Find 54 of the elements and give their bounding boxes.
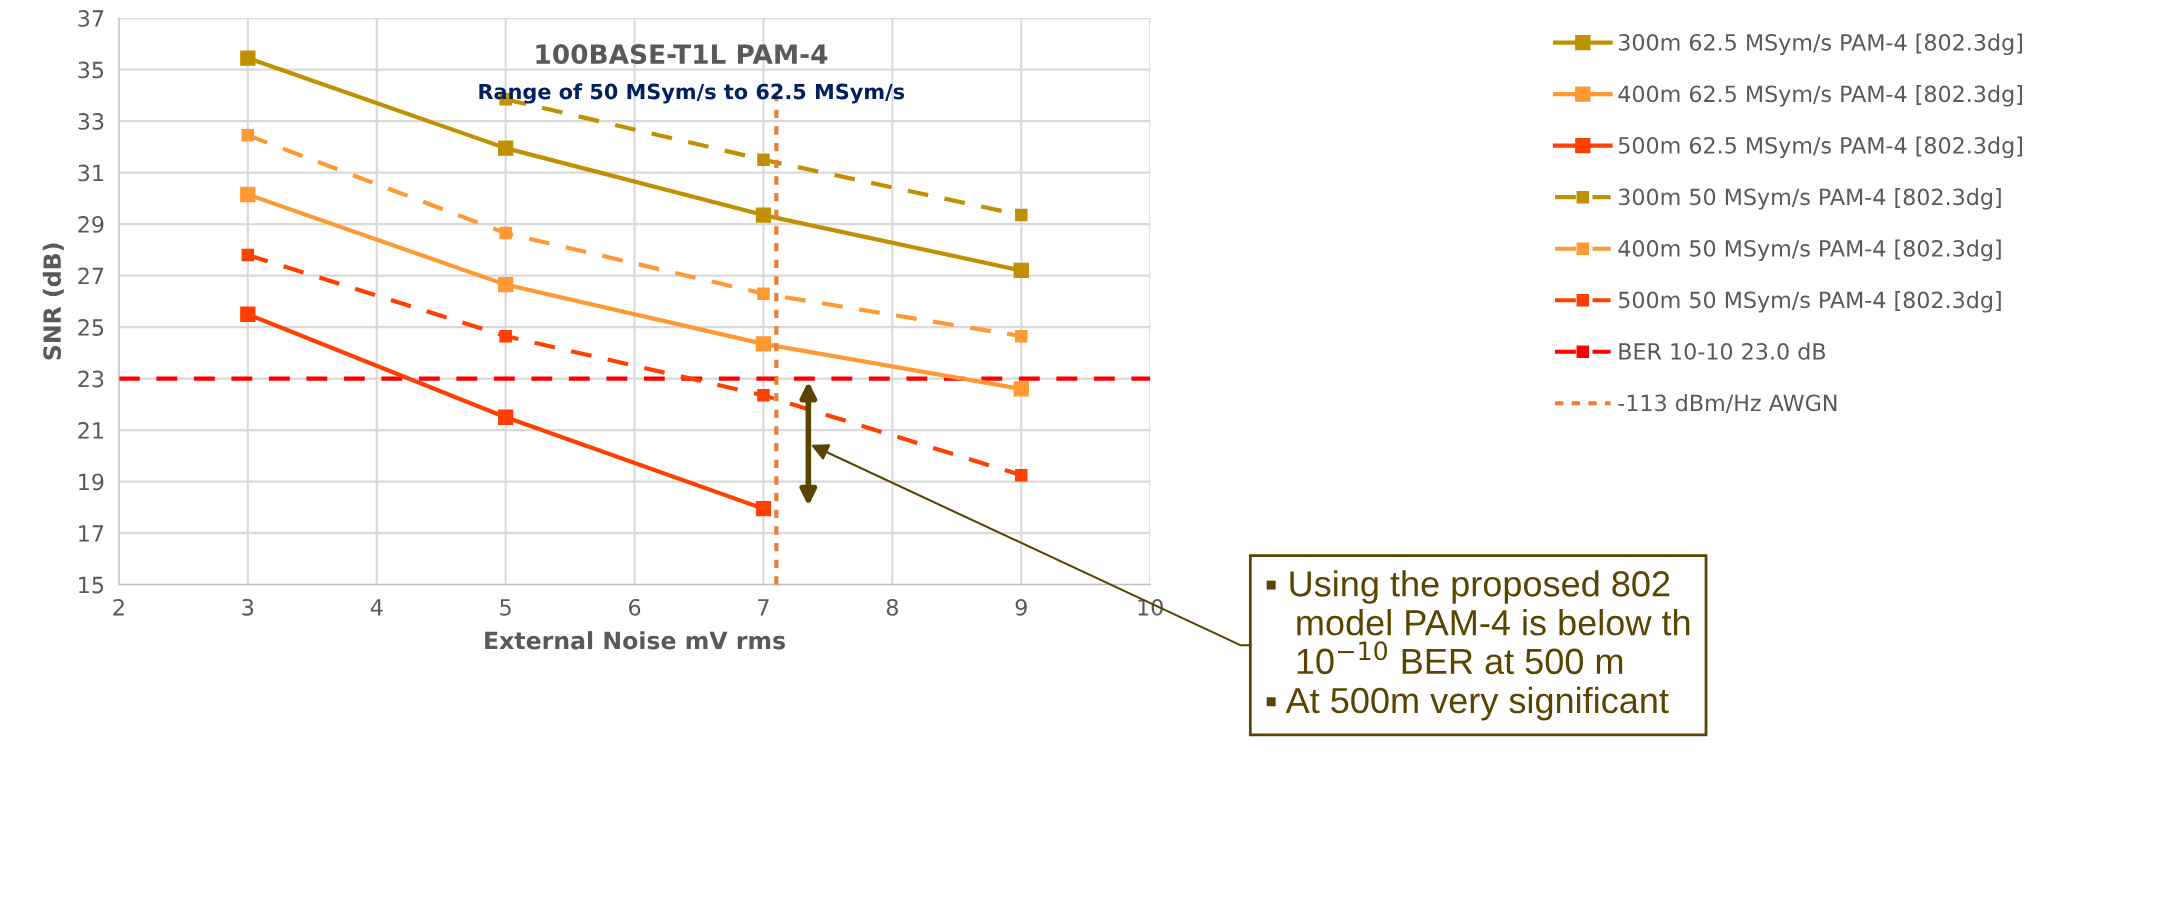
point xyxy=(240,306,256,322)
y-tick-label: 17 xyxy=(79,525,104,542)
point xyxy=(1013,381,1029,397)
point xyxy=(1015,468,1028,482)
point xyxy=(757,287,770,300)
y-axis-title: SNR (dB) xyxy=(42,243,64,360)
point xyxy=(757,389,770,402)
legend-label: 300m 62.5 MSym/s PAM-4 [802.3dg] xyxy=(1618,33,2022,56)
point xyxy=(497,276,514,293)
point xyxy=(1015,329,1028,343)
point xyxy=(240,50,256,66)
point xyxy=(757,153,770,166)
point xyxy=(497,409,514,425)
y-tick-label: 31 xyxy=(78,164,103,182)
point xyxy=(755,501,772,517)
legend-label: BER 10-10 23.0 dB xyxy=(1619,342,1825,360)
legend-label: 500m 50 MSym/s PAM-4 [802.3dg] xyxy=(1618,291,2001,313)
legend-label: 400m 50 MSym/s PAM-4 [802.3dg] xyxy=(1618,239,2001,262)
y-tick-label: 25 xyxy=(78,319,104,336)
point xyxy=(241,129,255,142)
y-tick-label: 33 xyxy=(78,113,104,130)
y-tick-label: 29 xyxy=(78,216,104,233)
x-tick-label: 7 xyxy=(758,599,769,616)
x-tick-label: 9 xyxy=(1015,598,1027,616)
text: 100BASE-T1L PAM-4 xyxy=(536,44,828,65)
legend-label: -113 dBm/Hz AWGN xyxy=(1618,394,1837,414)
legend-label: 500m 62.5 MSym/s PAM-4 [802.3dg] xyxy=(1618,136,2022,159)
point xyxy=(1013,262,1029,279)
legend-label: 400m 62.5 MSym/s PAM-4 [802.3dg] xyxy=(1618,85,2022,107)
y-tick-label: 15 xyxy=(79,576,104,594)
point xyxy=(499,329,512,343)
y-tick-label: 19 xyxy=(79,473,104,491)
x-tick-label: 2 xyxy=(113,598,124,616)
x-tick-label: 5 xyxy=(500,599,511,616)
legend-label: 300m 50 MSym/s PAM-4 [802.3dg] xyxy=(1618,188,2001,210)
x-tick-label: 4 xyxy=(370,599,383,616)
point xyxy=(497,140,514,156)
y-tick-label: 27 xyxy=(78,267,104,285)
x-tick-label: 6 xyxy=(629,598,641,616)
y-tick-label: 35 xyxy=(78,61,104,79)
point xyxy=(1015,208,1028,222)
x-tick-label: 8 xyxy=(886,598,898,616)
point xyxy=(241,248,255,262)
y-tick-label: 23 xyxy=(78,370,104,388)
point xyxy=(240,186,256,203)
y-tick-label: 21 xyxy=(78,422,103,439)
point xyxy=(499,226,512,240)
x-axis-title: External Noise mV rms xyxy=(485,631,785,650)
point xyxy=(755,336,772,352)
x-tick-label: 3 xyxy=(242,598,254,616)
point xyxy=(755,207,772,223)
text: ▪ Using the proposed 802 model PAM-4 is below th 10$^{−10}$ BER at 500 m ▪ At 500m very significant xyxy=(1266,570,1690,721)
text: Range of 50 MSym/s to 62.5 MSym/s xyxy=(479,83,905,104)
y-tick-label: 37 xyxy=(78,10,104,27)
